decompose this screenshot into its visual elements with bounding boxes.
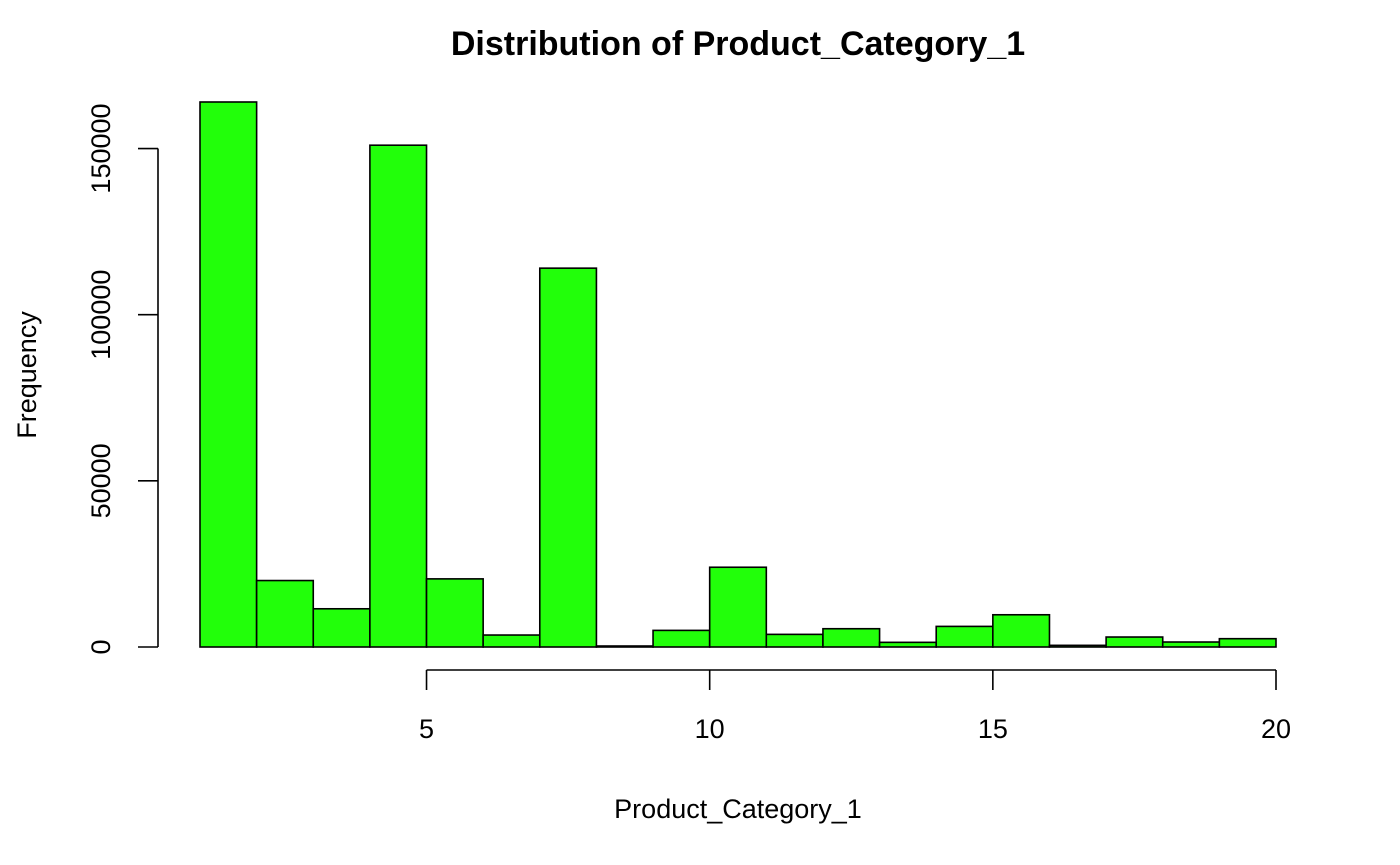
chart-title: Distribution of Product_Category_1 <box>451 25 1025 63</box>
y-tick-label: 0 <box>86 639 116 654</box>
histogram-bar <box>992 613 1051 648</box>
histogram-bar <box>538 267 598 648</box>
histogram-bar <box>425 578 484 648</box>
histogram-bar <box>878 641 938 648</box>
x-tick-label: 15 <box>978 714 1008 744</box>
histogram-bar <box>765 633 824 648</box>
histogram-bar <box>595 645 654 648</box>
x-tick-label: 20 <box>1261 714 1291 744</box>
histogram-bar <box>652 629 711 648</box>
histogram-bar <box>199 101 258 648</box>
histogram-bar <box>1105 636 1164 648</box>
x-tick-label: 5 <box>419 714 434 744</box>
y-axis: 0 50000 100000 150000 <box>86 103 159 655</box>
histogram-bars <box>199 101 1277 648</box>
y-tick-label: 50000 <box>86 443 116 518</box>
histogram-bar <box>822 627 881 648</box>
x-tick-label: 10 <box>695 714 725 744</box>
histogram-bar <box>312 607 371 648</box>
histogram-bar <box>708 566 768 648</box>
histogram-bar <box>1048 644 1107 648</box>
x-axis: 5 10 15 20 <box>419 669 1291 744</box>
y-tick-label: 150000 <box>86 103 116 193</box>
x-axis-label: Product_Category_1 <box>614 794 862 824</box>
histogram-bar <box>1161 641 1221 648</box>
histogram-bar <box>369 144 428 648</box>
histogram-bar <box>935 625 994 648</box>
histogram-bar <box>482 634 541 648</box>
histogram-bar <box>255 579 315 648</box>
histogram-bar <box>1218 637 1277 648</box>
y-axis-label: Frequency <box>12 311 42 439</box>
y-tick-label: 100000 <box>86 270 116 360</box>
